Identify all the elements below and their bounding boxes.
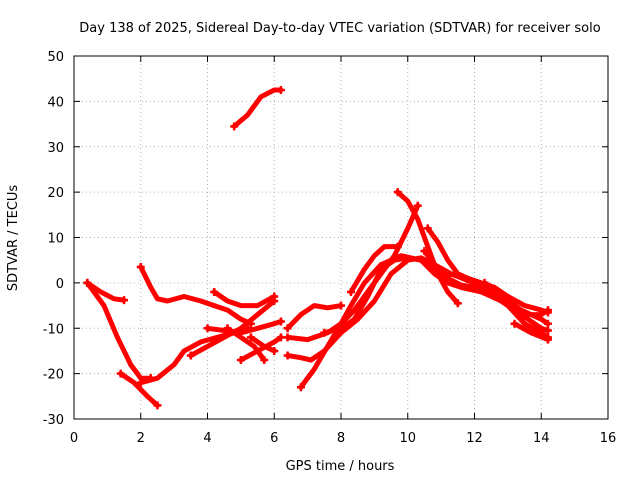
series-arc-18 — [348, 244, 401, 295]
x-tick-label: 16 — [600, 431, 617, 446]
tick-layer: 0 2 4 6 8 10 12 14 16 -30 -20 -10 0 10 20 30 40 50 — [43, 50, 617, 446]
series-marker — [283, 324, 292, 333]
y-tick-label: -20 — [43, 368, 64, 383]
series-marker — [347, 287, 356, 296]
y-tick-label: 20 — [47, 186, 64, 201]
series-arc-2 — [84, 280, 154, 381]
series-marker — [223, 324, 232, 333]
series-marker — [283, 351, 292, 360]
series-marker — [153, 401, 162, 410]
series-arc-7 — [211, 289, 277, 309]
x-tick-label: 14 — [533, 431, 550, 446]
series-marker — [260, 356, 269, 365]
series-marker — [203, 324, 212, 333]
series-arc-11 — [248, 334, 277, 354]
series-marker — [296, 383, 305, 392]
y-tick-label: 0 — [56, 277, 64, 292]
series-marker — [543, 319, 552, 328]
y-tick-label: -10 — [43, 322, 64, 337]
series-marker — [543, 335, 552, 344]
y-tick-label: 10 — [47, 232, 64, 247]
series-marker — [276, 317, 285, 326]
series-arc-3 — [118, 371, 160, 408]
grid-layer — [74, 56, 608, 419]
series-marker — [136, 262, 145, 271]
series-marker — [120, 296, 129, 305]
series-marker — [270, 297, 279, 306]
x-tick-label: 0 — [70, 431, 78, 446]
x-tick-label: 6 — [270, 431, 278, 446]
series-marker — [283, 333, 292, 342]
series-arc-4 — [138, 264, 254, 327]
series-layer — [83, 86, 552, 410]
series-marker — [320, 328, 329, 337]
x-tick-label: 10 — [399, 431, 416, 446]
series-marker — [270, 346, 279, 355]
series-arc-16 — [298, 203, 421, 390]
series-arc-9 — [225, 325, 267, 363]
series-marker — [393, 188, 402, 197]
series-marker — [210, 287, 219, 296]
x-axis-label: GPS time / hours — [286, 459, 395, 474]
series-arc-22 — [482, 280, 551, 318]
series-marker — [246, 333, 255, 342]
x-tick-label: 4 — [203, 431, 211, 446]
series-marker — [136, 378, 145, 387]
series-marker — [543, 306, 552, 315]
series-marker — [420, 247, 429, 256]
series-marker — [510, 319, 519, 328]
series-marker — [83, 278, 92, 287]
x-tick-label: 8 — [337, 431, 345, 446]
series-marker — [186, 351, 195, 360]
series-arc-19 — [395, 189, 461, 306]
y-tick-label: 50 — [47, 50, 64, 65]
series-marker — [543, 326, 552, 335]
series-marker — [413, 201, 422, 210]
y-axis-label: SDTVAR / TECUs — [6, 185, 21, 292]
x-tick-label: 2 — [137, 431, 145, 446]
series-marker — [276, 333, 285, 342]
series-marker — [423, 224, 432, 233]
series-arc-20 — [421, 248, 457, 279]
series-arc-1 — [84, 280, 127, 303]
series-marker — [236, 356, 245, 365]
series-marker — [230, 122, 239, 131]
series-arc-12 — [231, 87, 284, 129]
y-tick-label: 40 — [47, 95, 64, 110]
series-marker — [276, 86, 285, 95]
y-tick-label: 30 — [47, 141, 64, 156]
series-arc-13 — [285, 303, 344, 331]
series-marker — [337, 301, 345, 310]
series-marker — [116, 369, 125, 378]
series-marker — [393, 242, 402, 251]
series-marker — [480, 278, 489, 287]
series-arc-6 — [205, 318, 284, 336]
x-tick-label: 12 — [466, 431, 483, 446]
series-arc-23 — [512, 321, 551, 343]
series-marker — [453, 299, 462, 308]
chart-title: Day 138 of 2025, Sidereal Day-to-day VTE… — [79, 21, 600, 36]
y-tick-label: -30 — [43, 413, 64, 428]
